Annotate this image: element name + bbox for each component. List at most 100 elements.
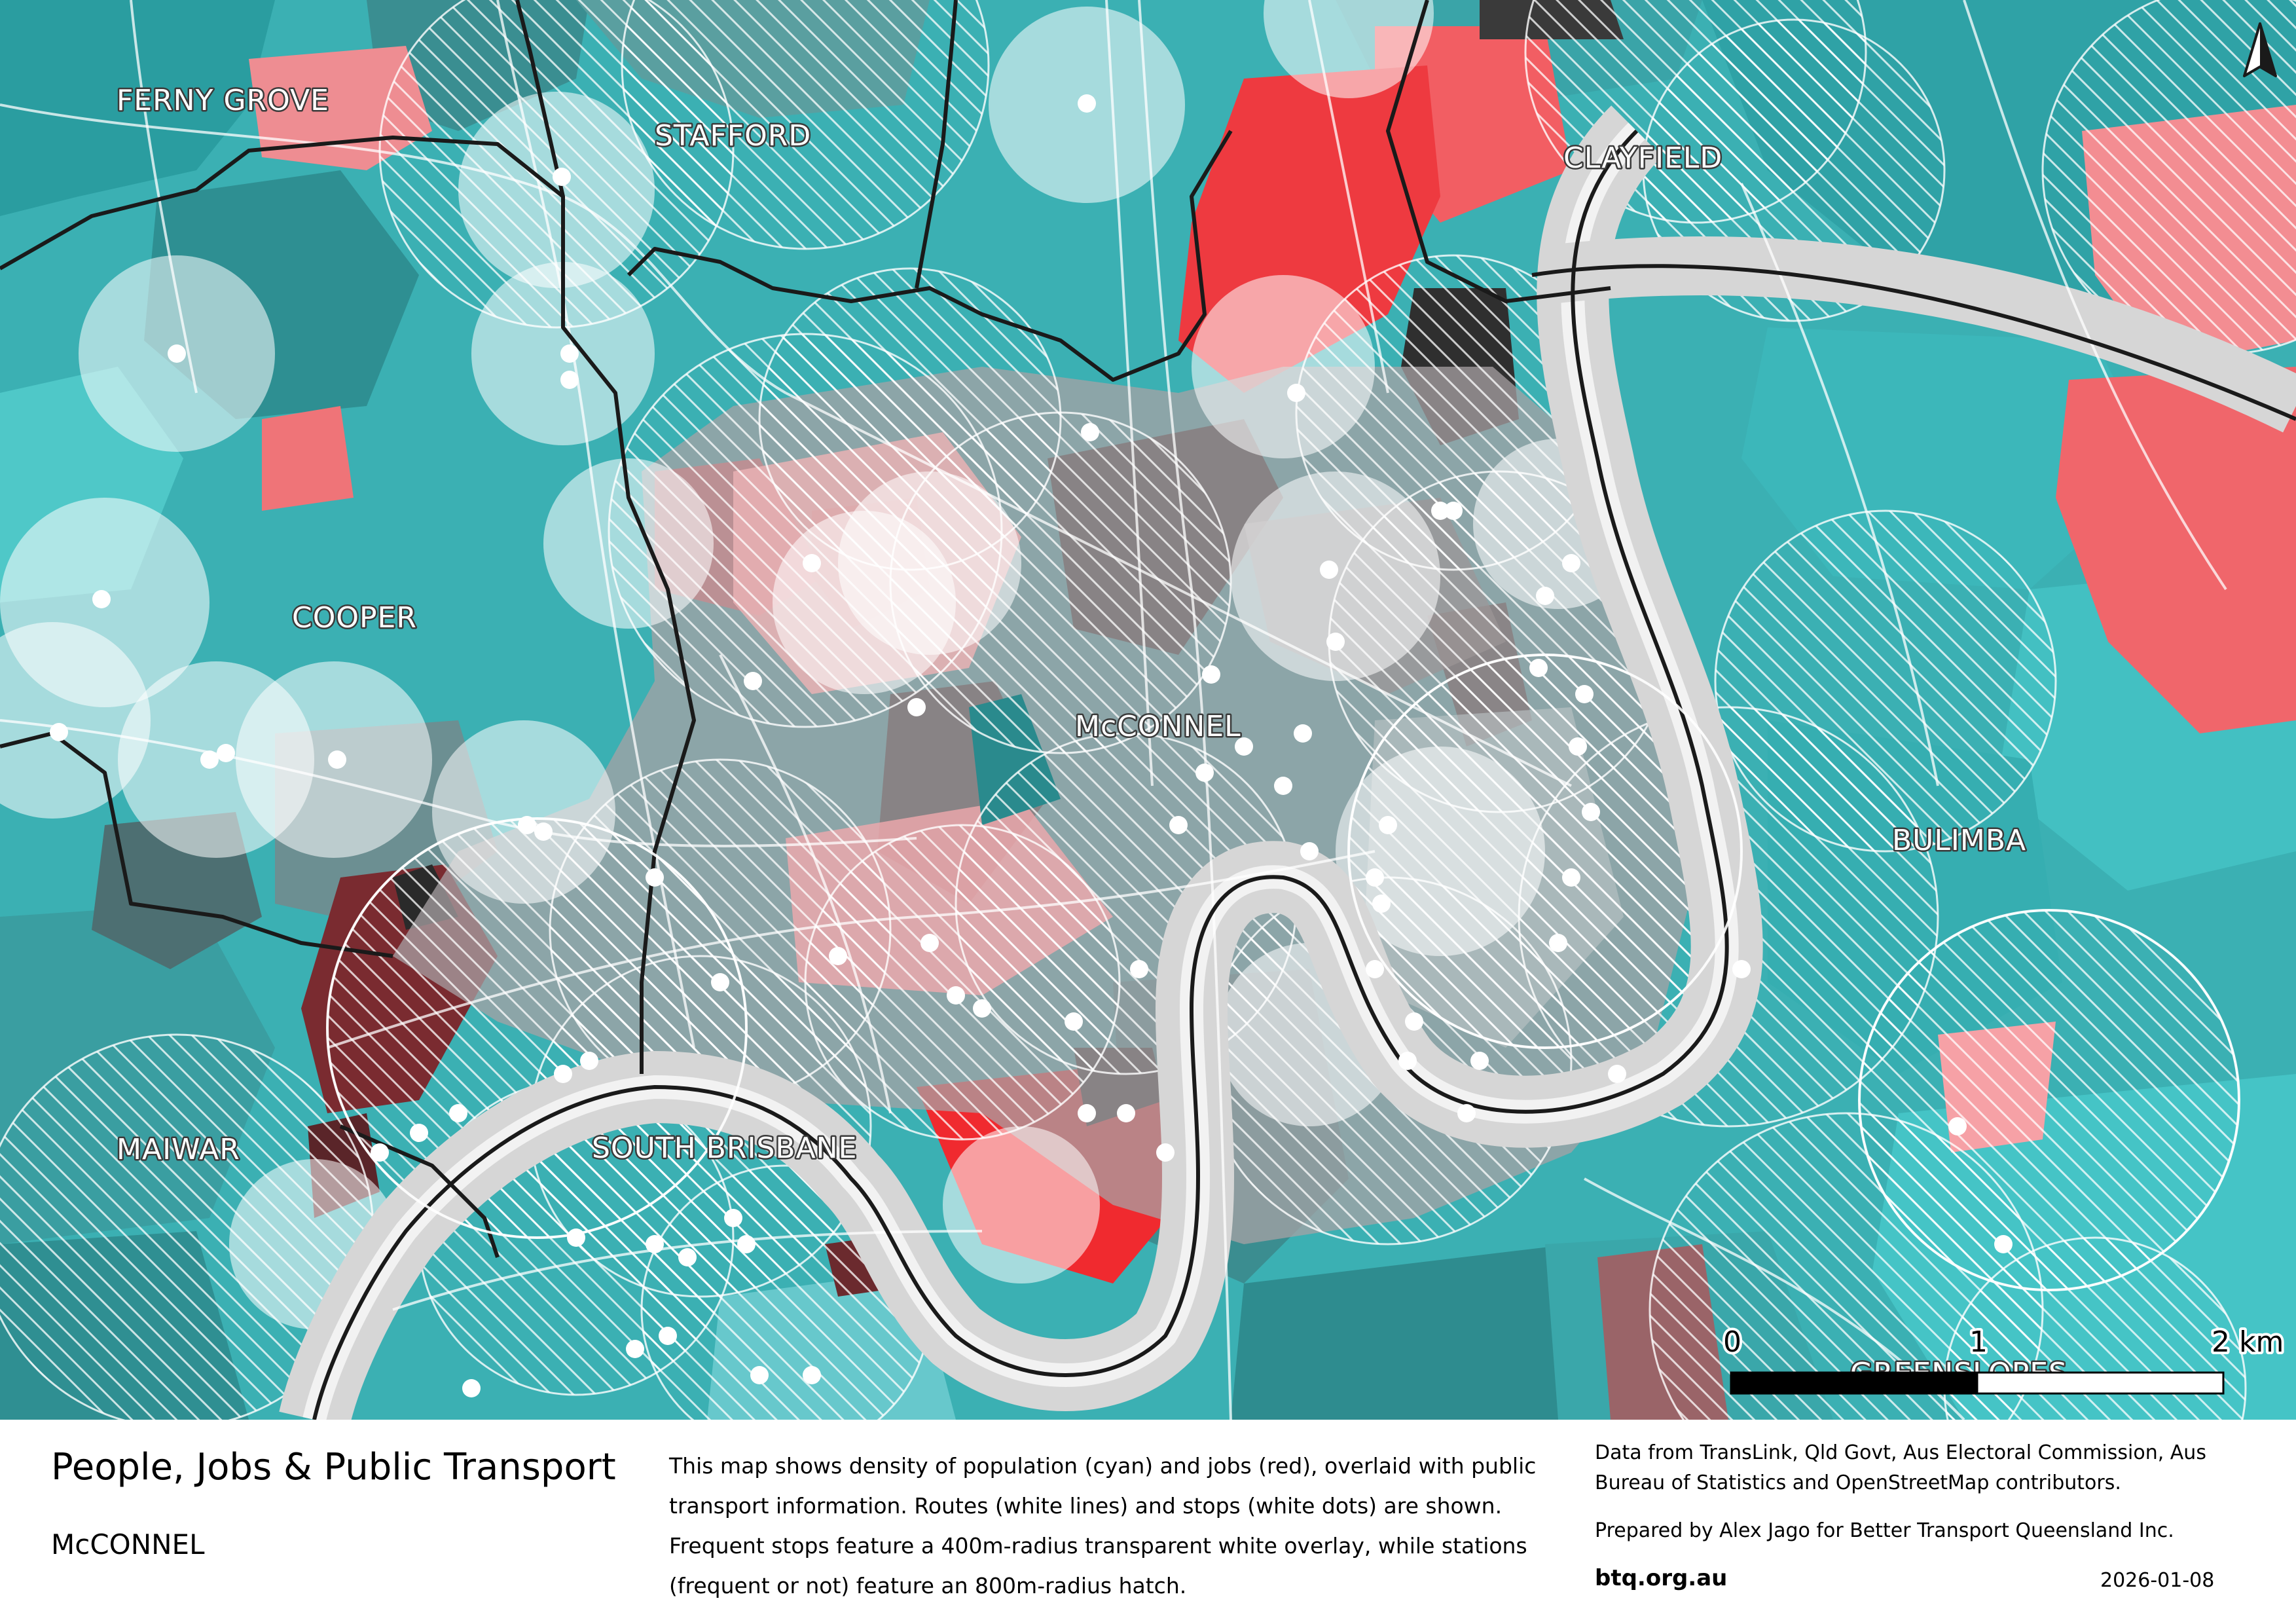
map-description: This map shows density of population (cy… bbox=[669, 1453, 1537, 1598]
stop-dot[interactable] bbox=[646, 1235, 664, 1253]
stop-dot[interactable] bbox=[711, 973, 729, 991]
stop-dot[interactable] bbox=[1398, 1052, 1417, 1070]
stop-dot[interactable] bbox=[1366, 868, 1384, 887]
scale-tick-1: 1 bbox=[1969, 1325, 1988, 1359]
stop-dot[interactable] bbox=[1569, 737, 1587, 756]
stop-dot[interactable] bbox=[1195, 764, 1214, 782]
stop-dot[interactable] bbox=[200, 750, 219, 769]
stop-dot[interactable] bbox=[1156, 1143, 1175, 1162]
stop-dot[interactable] bbox=[750, 1366, 769, 1384]
stop-dot[interactable] bbox=[1470, 1052, 1489, 1070]
stop-dot[interactable] bbox=[646, 868, 664, 887]
stop-dot[interactable] bbox=[678, 1248, 697, 1266]
stop-dot[interactable] bbox=[744, 672, 762, 690]
stop-dot[interactable] bbox=[973, 999, 991, 1018]
stop-dot[interactable] bbox=[1300, 842, 1319, 860]
stop-dot[interactable] bbox=[1274, 777, 1292, 795]
stop-dot[interactable] bbox=[724, 1209, 742, 1227]
label-mcconnel: McCONNEL bbox=[1075, 710, 1241, 743]
north-arrow-icon bbox=[2243, 22, 2277, 77]
stop-dot[interactable] bbox=[50, 723, 68, 741]
stop-dot[interactable] bbox=[626, 1340, 644, 1358]
stop-dot[interactable] bbox=[1994, 1235, 2013, 1253]
prepared-by: Prepared by Alex Jago for Better Transpo… bbox=[1595, 1519, 2174, 1542]
stop-dot[interactable] bbox=[1065, 1012, 1083, 1031]
stop-dot[interactable] bbox=[1536, 587, 1554, 605]
stop-dot[interactable] bbox=[1529, 659, 1548, 677]
stop-dot[interactable] bbox=[907, 698, 926, 716]
stop-dot[interactable] bbox=[1366, 960, 1384, 978]
svg-text:McCONNEL: McCONNEL bbox=[1075, 710, 1241, 743]
stop-dot[interactable] bbox=[449, 1104, 467, 1122]
suburb-labels: FERNY GROVE FERNY GROVE STAFFORD STAFFOR… bbox=[115, 83, 2069, 1392]
stop-dot[interactable] bbox=[1078, 94, 1096, 113]
stop-dot[interactable] bbox=[1562, 554, 1580, 572]
stop-dot[interactable] bbox=[518, 816, 536, 834]
svg-text:SOUTH BRISBANE: SOUTH BRISBANE bbox=[592, 1132, 857, 1165]
svg-text:BULIMBA: BULIMBA bbox=[1892, 824, 2026, 857]
map-date: 2026-01-08 bbox=[2100, 1569, 2215, 1592]
stop-dot[interactable] bbox=[1287, 384, 1305, 402]
label-maiwar: MAIWAR bbox=[117, 1133, 240, 1166]
label-south-brisbane: SOUTH BRISBANE bbox=[592, 1132, 857, 1165]
stop-dot[interactable] bbox=[803, 1366, 821, 1384]
stop-dot[interactable] bbox=[168, 344, 186, 363]
stop-dot[interactable] bbox=[560, 344, 579, 363]
stop-dot[interactable] bbox=[410, 1124, 428, 1142]
stop-dot[interactable] bbox=[947, 986, 965, 1005]
map-subtitle: McCONNEL bbox=[51, 1528, 205, 1560]
stop-dot[interactable] bbox=[1457, 1104, 1476, 1122]
label-bulimba: BULIMBA bbox=[1892, 824, 2026, 857]
stop-dot[interactable] bbox=[829, 947, 847, 965]
stop-dot[interactable] bbox=[1732, 960, 1751, 978]
stop-dot[interactable] bbox=[659, 1327, 677, 1345]
stop-dot[interactable] bbox=[1948, 1117, 1967, 1135]
stop-dot[interactable] bbox=[737, 1235, 756, 1253]
label-ferny-grove: FERNY GROVE bbox=[117, 84, 329, 117]
stop-dot[interactable] bbox=[1294, 724, 1312, 743]
stop-dot[interactable] bbox=[1562, 868, 1580, 887]
stop-dot[interactable] bbox=[1081, 423, 1099, 441]
stop-dot[interactable] bbox=[462, 1379, 481, 1397]
stop-dot[interactable] bbox=[1372, 895, 1391, 913]
stop-dot[interactable] bbox=[371, 1143, 389, 1162]
stop-dot[interactable] bbox=[1444, 502, 1463, 520]
stop-dot[interactable] bbox=[1549, 934, 1567, 952]
transit-routes bbox=[0, 0, 2227, 1420]
scale-bar: 0 0 1 1 2 km 2 km bbox=[1721, 1323, 2286, 1395]
stop-dot[interactable] bbox=[1608, 1065, 1626, 1083]
stop-dot[interactable] bbox=[1078, 1104, 1096, 1122]
stop-dot[interactable] bbox=[328, 750, 346, 769]
svg-text:STAFFORD: STAFFORD bbox=[655, 119, 811, 153]
stop-dot[interactable] bbox=[1405, 1012, 1423, 1031]
stop-dot[interactable] bbox=[1235, 737, 1253, 756]
stop-dot[interactable] bbox=[1130, 960, 1148, 978]
svg-text:0: 0 bbox=[1723, 1325, 1741, 1359]
stop-dot[interactable] bbox=[553, 168, 571, 186]
stop-dot[interactable] bbox=[554, 1065, 572, 1083]
scale-tick-0: 0 bbox=[1723, 1325, 1741, 1359]
stop-dot[interactable] bbox=[1320, 561, 1338, 579]
map-canvas[interactable]: FERNY GROVE FERNY GROVE STAFFORD STAFFOR… bbox=[0, 0, 2296, 1420]
stop-dot[interactable] bbox=[803, 554, 821, 572]
website-link[interactable]: btq.org.au bbox=[1595, 1565, 1728, 1591]
stop-dot[interactable] bbox=[1431, 502, 1449, 520]
stop-dot[interactable] bbox=[1326, 633, 1345, 651]
stop-dot[interactable] bbox=[1575, 685, 1594, 703]
stop-dot[interactable] bbox=[92, 590, 111, 608]
stop-dot[interactable] bbox=[567, 1228, 585, 1247]
stop-dot[interactable] bbox=[560, 371, 579, 389]
scale-tick-2: 2 km bbox=[2212, 1325, 2284, 1359]
stop-dot[interactable] bbox=[534, 822, 553, 841]
stop-dot[interactable] bbox=[1202, 665, 1220, 684]
stop-dot[interactable] bbox=[1169, 816, 1188, 834]
stop-dot[interactable] bbox=[1379, 816, 1397, 834]
stop-dot[interactable] bbox=[217, 744, 235, 762]
stop-dot[interactable] bbox=[580, 1052, 598, 1070]
station-ring-outlines bbox=[326, 654, 2240, 1291]
label-clayfield: CLAYFIELD bbox=[1563, 141, 1722, 175]
stop-dot[interactable] bbox=[920, 934, 939, 952]
stop-dot[interactable] bbox=[1117, 1104, 1135, 1122]
stop-dot[interactable] bbox=[1582, 803, 1600, 821]
